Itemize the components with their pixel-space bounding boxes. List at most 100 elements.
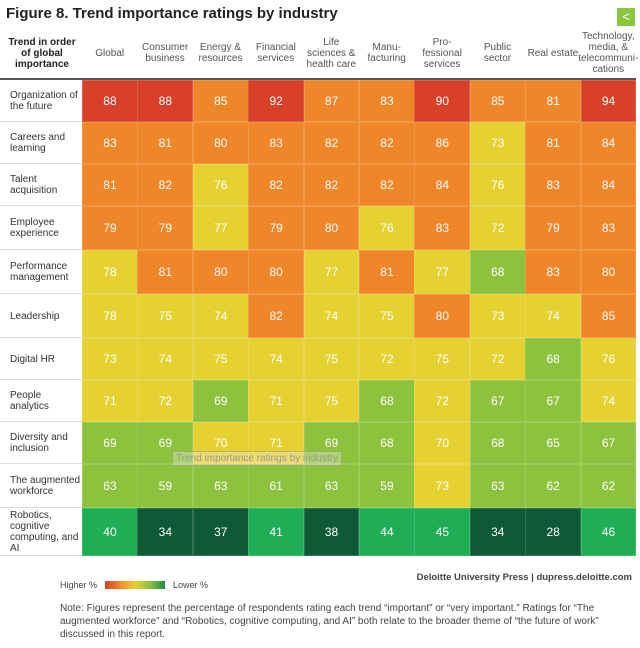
heatmap-cell: 75 [137,294,194,338]
heatmap-cell: 73 [469,294,526,338]
column-header: Energy & resources [198,42,243,64]
heatmap-cell: 82 [303,164,360,206]
heatmap-cell: 86 [414,122,471,164]
column-header: Real estate [527,47,579,59]
heatmap-cell: 85 [580,294,637,338]
row-label: Employee experience [10,217,59,239]
heatmap-cell: 69 [192,380,249,422]
footnote: Note: Figures represent the percentage o… [60,603,599,640]
heatmap-cell: 83 [525,164,582,206]
heatmap-cell: 46 [580,508,637,556]
heatmap-cell: 69 [303,422,360,464]
heatmap-cell: 72 [414,380,471,422]
heatmap-cell: 73 [469,122,526,164]
heatmap-cell: 77 [414,250,471,294]
heatmap-cell: 83 [359,80,415,122]
heatmap-cell: 71 [248,422,305,464]
row-divider [0,421,82,422]
row-divider [0,555,82,556]
heatmap-cell: 67 [469,380,526,422]
row-label: People analytics [10,390,49,412]
column-header: Pro-fessional services [422,36,462,70]
column-header: Manu-facturing [367,42,406,64]
heatmap-cell: 68 [469,250,526,294]
heatmap-cell: 75 [303,380,360,422]
heatmap-cell: 72 [469,206,526,250]
heatmap-cell: 82 [248,294,305,338]
column-header: Financial services [255,42,296,64]
heatmap-cell: 37 [192,508,249,556]
header-divider [0,78,636,80]
heatmap-cell: 80 [248,250,305,294]
legend-high: Higher % [60,580,98,590]
heatmap-cell: 28 [525,508,582,556]
row-divider [0,163,82,164]
heatmap-cell: 38 [303,508,360,556]
heatmap-cell: 73 [414,464,471,508]
heatmap-cell: 71 [82,380,138,422]
heatmap-cell: 80 [414,294,471,338]
heatmap-cell: 68 [469,422,526,464]
heatmap-cell: 69 [137,422,194,464]
share-icon[interactable]: < [617,8,635,26]
row-label: Careers and learning [10,132,66,154]
heatmap-cell: 83 [82,122,138,164]
heatmap-cell: 82 [248,164,305,206]
heatmap-cell: 88 [137,80,194,122]
legend: Higher % Lower % [60,580,208,590]
heatmap-cell: 74 [525,294,582,338]
heatmap-cell: 82 [137,164,194,206]
heatmap-cell: 76 [192,164,249,206]
heatmap-cell: 44 [359,508,415,556]
column-headers: Trend in order of global importance Globa… [0,28,640,78]
row-divider [0,379,82,380]
heatmap-cell: 77 [192,206,249,250]
heatmap-cell: 84 [580,122,637,164]
source-credit: Deloitte University Press | dupress.delo… [416,572,632,583]
heatmap-cell: 65 [525,422,582,464]
heatmap-cell: 79 [82,206,138,250]
row-label: Diversity and inclusion [10,432,68,454]
row-divider [0,507,82,508]
heatmap-cell: 72 [469,338,526,380]
heatmap-cell: 81 [359,250,415,294]
heatmap-cell: 81 [525,80,582,122]
row-label: The augmented workforce [10,475,81,497]
heatmap-cell: 72 [137,380,194,422]
row-divider [0,463,82,464]
heatmap-cell: 77 [303,250,360,294]
heatmap-cell: 81 [82,164,138,206]
heatmap-cell: 34 [469,508,526,556]
column-header: Consumer business [142,42,189,64]
row-divider [0,121,82,122]
heatmap-cell: 79 [525,206,582,250]
heatmap-cell: 92 [248,80,305,122]
heatmap-cell: 67 [525,380,582,422]
heatmap-cell: 84 [580,164,637,206]
row-label: Performance management [10,261,69,283]
column-header: Public sector [483,42,512,64]
heatmap-cell: 85 [192,80,249,122]
heatmap-cell: 80 [580,250,637,294]
heatmap-cell: 59 [137,464,194,508]
heatmap-cell: 81 [137,122,194,164]
heatmap-cell: 62 [580,464,637,508]
column-header: Life sciences & health care [306,36,357,70]
row-divider [0,249,82,250]
heatmap-cell: 94 [580,80,637,122]
heatmap-cell: 75 [192,338,249,380]
heatmap-cell: 63 [469,464,526,508]
heatmap-cell: 82 [303,122,360,164]
heatmap-cell: 63 [303,464,360,508]
row-label: Digital HR [10,353,56,365]
heatmap-cell: 74 [248,338,305,380]
legend-gradient [105,581,166,589]
heatmap-cell: 85 [469,80,526,122]
heatmap-cell: 80 [303,206,360,250]
figure-title: Figure 8. Trend importance ratings by in… [6,5,338,22]
heatmap-cell: 41 [248,508,305,556]
heatmap-cell: 80 [192,250,249,294]
heatmap-cell: 83 [580,206,637,250]
row-divider [0,205,82,206]
heatmap-cell: 70 [192,422,249,464]
